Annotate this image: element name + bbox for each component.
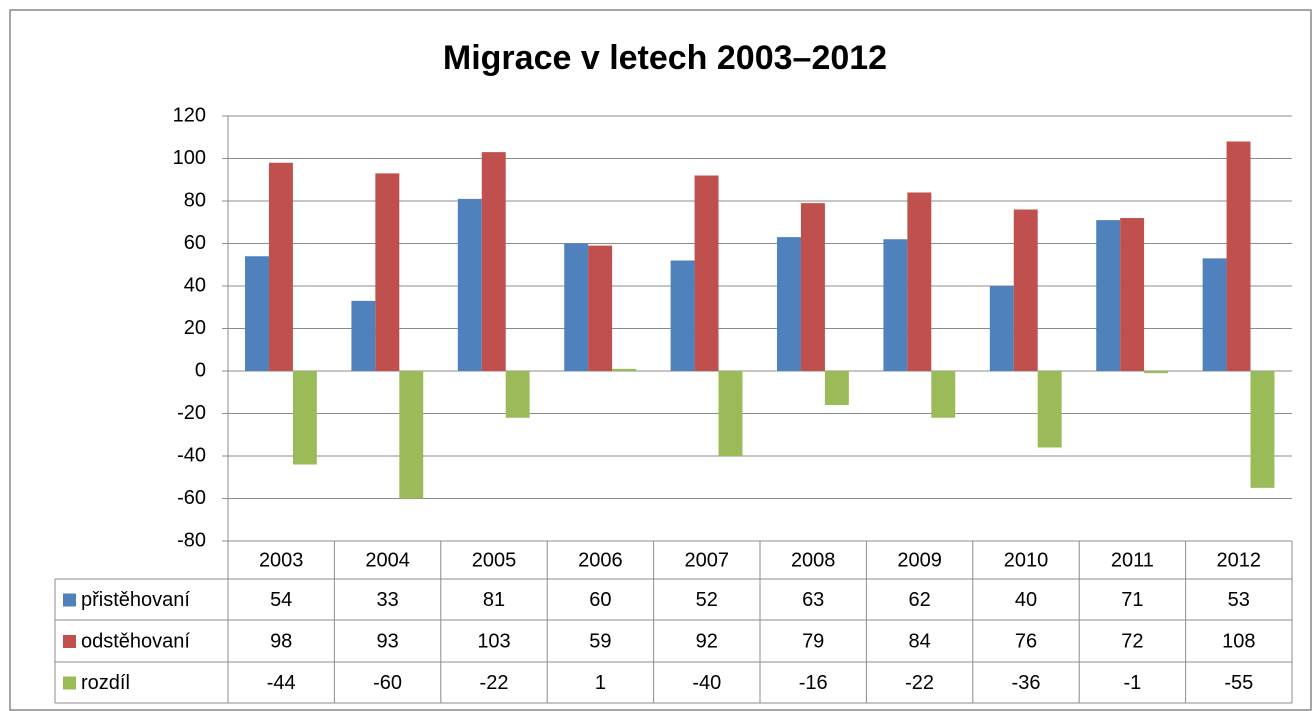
bar <box>505 371 530 418</box>
chart-title: Migrace v letech 2003–2012 <box>443 39 887 77</box>
x-tick-label: 2012 <box>1217 549 1262 571</box>
table-value: 59 <box>589 630 611 652</box>
table-value: -55 <box>1224 672 1253 694</box>
table-value: -22 <box>480 672 509 694</box>
bar <box>670 260 695 371</box>
legend-label: přistěhovaní <box>81 589 190 611</box>
y-tick-label: 100 <box>173 147 206 169</box>
bar <box>564 243 589 371</box>
y-tick-label: -20 <box>177 402 206 424</box>
legend-swatch <box>63 593 76 607</box>
bar <box>1037 371 1062 448</box>
bar <box>989 286 1014 371</box>
table-value: 52 <box>696 589 718 611</box>
bar <box>245 256 269 371</box>
legend-label: odstěhovaní <box>81 630 190 652</box>
table-value: -22 <box>905 672 934 694</box>
y-tick-label: -80 <box>177 529 206 551</box>
bar <box>612 368 637 371</box>
bar <box>351 300 376 371</box>
bar <box>694 175 719 371</box>
table-value: 93 <box>376 630 398 652</box>
bar <box>1120 218 1145 371</box>
y-tick-label: 40 <box>184 274 206 296</box>
x-tick-label: 2011 <box>1111 549 1154 571</box>
table-value: 33 <box>376 589 398 611</box>
table-value: 63 <box>802 589 824 611</box>
table-value: 84 <box>908 630 930 652</box>
bar <box>718 371 743 456</box>
table-value: 54 <box>270 589 292 611</box>
bar <box>588 245 613 371</box>
table-value: 40 <box>1015 589 1037 611</box>
bar <box>375 173 400 371</box>
table-value: 60 <box>589 589 611 611</box>
table-value: -36 <box>1012 672 1041 694</box>
y-tick-label: 80 <box>184 189 206 211</box>
legend-swatch <box>63 676 76 690</box>
bar <box>292 371 317 465</box>
bar <box>1096 220 1121 371</box>
y-tick-label: 120 <box>173 104 206 126</box>
table-value: -60 <box>373 672 402 694</box>
bar <box>800 203 825 371</box>
x-tick-label: 2006 <box>578 549 623 571</box>
table-value: -40 <box>692 672 721 694</box>
bar <box>907 192 932 371</box>
bar <box>883 239 908 371</box>
bar <box>1250 371 1275 488</box>
table-value: 103 <box>477 630 510 652</box>
table-value: 72 <box>1121 630 1143 652</box>
x-tick-label: 2007 <box>685 549 730 571</box>
x-tick-label: 2009 <box>897 549 942 571</box>
bar <box>481 152 506 371</box>
table-value: -16 <box>799 672 828 694</box>
table-value: 53 <box>1228 589 1250 611</box>
x-tick-label: 2003 <box>259 549 304 571</box>
bar <box>824 371 849 405</box>
y-tick-label: -40 <box>177 444 206 466</box>
table-value: 71 <box>1121 589 1143 611</box>
bar <box>457 198 482 371</box>
table-value: 98 <box>270 630 292 652</box>
table-value: 62 <box>908 589 930 611</box>
bar <box>777 237 801 371</box>
x-tick-label: 2004 <box>365 549 410 571</box>
x-tick-label: 2008 <box>791 549 836 571</box>
bar <box>268 162 293 371</box>
chart-frame <box>9 9 1312 711</box>
table-value: 79 <box>802 630 824 652</box>
legend-label: rozdíl <box>81 672 130 694</box>
table-value: -1 <box>1124 672 1142 694</box>
bar <box>1013 209 1038 371</box>
legend-swatch <box>63 635 76 648</box>
table-value: -44 <box>267 672 296 694</box>
y-tick-label: 20 <box>184 317 206 339</box>
y-tick-label: 60 <box>184 232 206 254</box>
bar <box>1144 371 1169 374</box>
table-value: 81 <box>483 589 505 611</box>
table-value: 92 <box>696 630 718 652</box>
y-tick-label: -60 <box>177 487 206 509</box>
table-value: 108 <box>1222 630 1255 652</box>
x-tick-label: 2005 <box>472 549 517 571</box>
table-value: 76 <box>1015 630 1037 652</box>
y-tick-label: 0 <box>195 359 206 381</box>
bar <box>399 371 424 499</box>
table-value: 1 <box>595 672 606 694</box>
x-tick-label: 2010 <box>1004 549 1049 571</box>
bar <box>1202 258 1227 371</box>
bar <box>931 371 956 418</box>
bar <box>1226 141 1251 371</box>
